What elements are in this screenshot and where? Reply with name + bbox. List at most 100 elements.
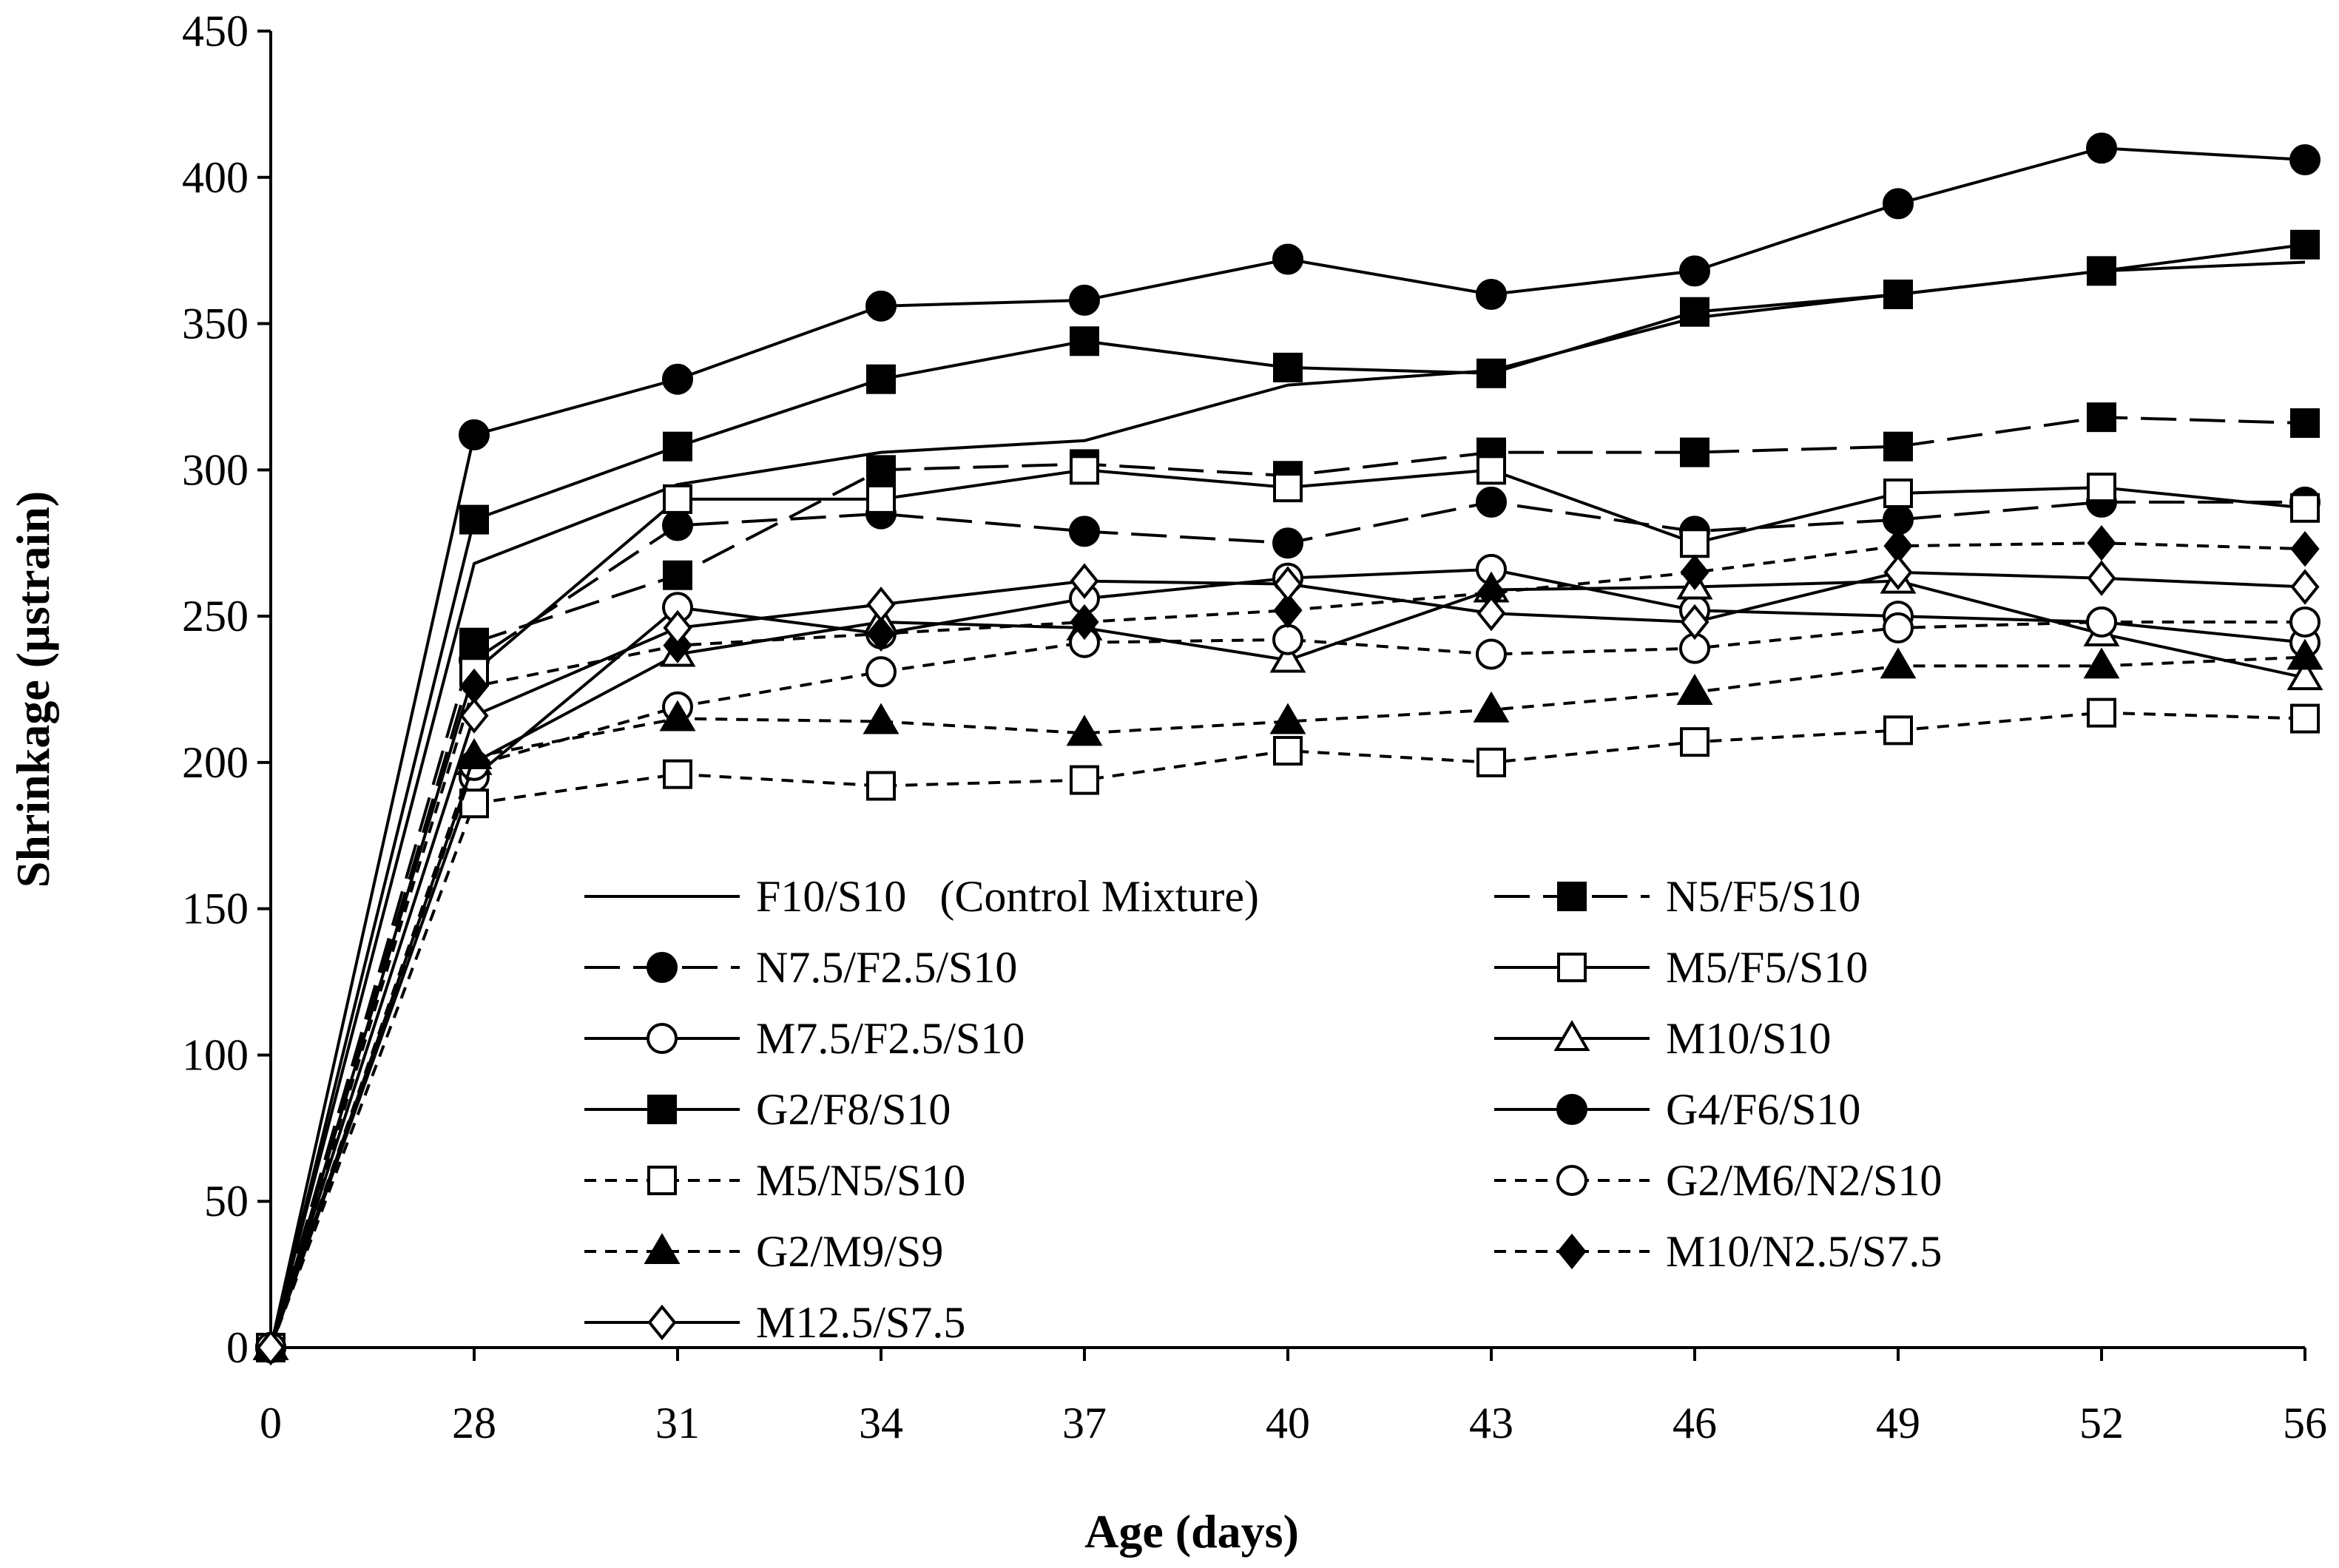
data-point <box>2289 144 2321 176</box>
data-point <box>1883 554 1913 590</box>
data-point <box>1680 727 1709 757</box>
legend-entry: M5/F5/S10 <box>1494 943 1868 992</box>
data-point <box>1069 284 1100 316</box>
legend-entry: G4/F6/S10 <box>1494 1085 1860 1134</box>
x-tick-label: 31 <box>655 1399 700 1447</box>
data-point <box>2087 697 2116 728</box>
data-point <box>1070 326 1099 356</box>
data-point <box>1070 765 1099 795</box>
x-tick-label: 28 <box>452 1399 496 1447</box>
data-point <box>1269 703 1306 734</box>
legend-marker <box>647 1166 677 1195</box>
x-tick-label: 56 <box>2283 1399 2327 1447</box>
data-point <box>865 290 897 322</box>
data-point <box>2087 525 2116 561</box>
x-tick-label: 0 <box>260 1399 282 1447</box>
x-tick-label: 37 <box>1062 1399 1107 1447</box>
data-point <box>1476 455 1506 485</box>
series-layer <box>252 132 2323 1366</box>
series-line <box>269 711 2306 1348</box>
data-point <box>1680 437 1709 467</box>
series-0 <box>269 260 2306 1348</box>
data-point <box>2286 638 2323 670</box>
data-point <box>1273 566 1303 602</box>
data-point <box>1476 358 1506 388</box>
legend-entry: M5/N5/S10 <box>584 1156 965 1205</box>
data-point <box>663 431 692 462</box>
series-line <box>269 621 2305 1348</box>
data-point <box>2086 132 2117 164</box>
y-axis-title: Shrinkage (µstrain) <box>7 491 59 888</box>
x-tick-label: 52 <box>2079 1399 2124 1447</box>
data-point <box>2290 229 2320 260</box>
legend-marker <box>1557 882 1587 911</box>
data-point <box>1680 554 1709 590</box>
data-point <box>1066 714 1103 746</box>
legend-marker <box>1553 1020 1590 1051</box>
data-point <box>1269 641 1306 673</box>
data-point <box>2290 408 2320 439</box>
data-point <box>1476 486 1507 518</box>
series-line <box>269 567 2306 1348</box>
data-point <box>663 609 692 646</box>
legend-marker <box>647 1304 677 1341</box>
data-point <box>2087 560 2116 596</box>
y-tick-label: 50 <box>204 1177 249 1226</box>
y-tick-label: 400 <box>182 153 249 202</box>
data-point <box>866 455 896 485</box>
data-point <box>1883 431 1913 462</box>
series-3 <box>256 455 2320 1362</box>
legend-entry: M7.5/F2.5/S10 <box>584 1014 1025 1063</box>
y-tick-label: 150 <box>182 885 249 933</box>
series-line <box>269 655 2306 1348</box>
x-tick-label: 49 <box>1876 1399 1920 1447</box>
data-point <box>866 615 896 652</box>
x-axis-title: Age (days) <box>1084 1505 1299 1558</box>
axes <box>269 31 2305 1349</box>
data-point <box>662 363 693 395</box>
data-point <box>863 703 900 734</box>
data-point <box>1883 612 1914 643</box>
data-point <box>1272 243 1303 275</box>
data-point <box>1680 604 1709 641</box>
series-12 <box>256 554 2320 1366</box>
legend-entry: M12.5/S7.5 <box>584 1298 965 1347</box>
data-point <box>663 560 692 590</box>
data-point <box>1883 188 1914 220</box>
legend-label: M12.5/S7.5 <box>756 1298 965 1347</box>
data-point <box>1273 473 1303 503</box>
legend-label: G2/M9/S9 <box>756 1227 943 1276</box>
data-point <box>2086 606 2117 638</box>
legend-label: G4/F6/S10 <box>1666 1085 1860 1134</box>
legend-entry: M10/N2.5/S7.5 <box>1494 1227 1942 1276</box>
data-point <box>663 484 692 514</box>
data-point <box>659 700 696 731</box>
data-point <box>2290 493 2320 523</box>
data-point <box>2087 256 2116 286</box>
legend-entry: N7.5/F2.5/S10 <box>584 943 1017 992</box>
data-point <box>1070 563 1099 599</box>
y-tick-label: 250 <box>182 592 249 641</box>
y-tick-label: 300 <box>182 445 249 494</box>
data-point <box>1070 455 1099 485</box>
series-8 <box>256 697 2320 1362</box>
data-point <box>1880 647 1917 679</box>
legend-entry: G2/F8/S10 <box>584 1085 951 1134</box>
x-tick-label: 40 <box>1266 1399 1310 1447</box>
data-point <box>1476 279 1507 310</box>
data-point <box>1070 604 1099 641</box>
legend-entry: G2/M9/S9 <box>584 1227 943 1276</box>
data-point <box>1272 527 1303 559</box>
data-point <box>1680 528 1709 558</box>
series-line <box>269 579 2306 1348</box>
legend-entry: G2/M6/N2/S10 <box>1494 1156 1942 1205</box>
data-point <box>663 759 692 789</box>
data-point <box>1476 747 1506 777</box>
data-point <box>2087 473 2116 503</box>
legend-label: N7.5/F2.5/S10 <box>756 943 1017 992</box>
series-line <box>269 541 2306 1348</box>
data-point <box>459 419 490 450</box>
data-point <box>1679 255 1710 287</box>
data-point <box>459 697 489 734</box>
